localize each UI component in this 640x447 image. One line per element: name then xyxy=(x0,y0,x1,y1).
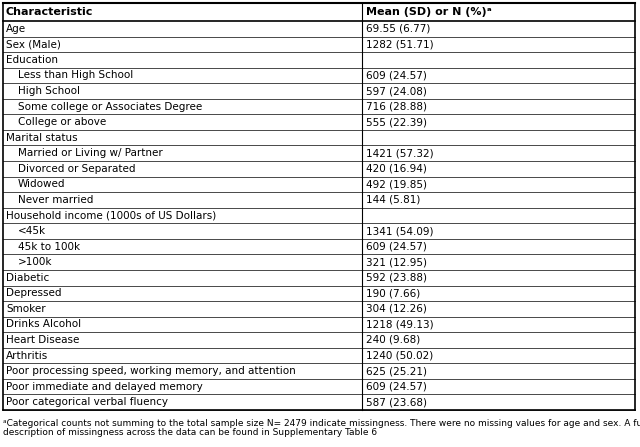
Text: Less than High School: Less than High School xyxy=(18,71,133,80)
Text: Never married: Never married xyxy=(18,195,93,205)
Text: Heart Disease: Heart Disease xyxy=(6,335,79,345)
Text: description of missingness across the data can be found in Supplementary Table 6: description of missingness across the da… xyxy=(3,428,377,437)
Text: 1240 (50.02): 1240 (50.02) xyxy=(366,350,433,361)
Text: Drinks Alcohol: Drinks Alcohol xyxy=(6,320,81,329)
Text: Age: Age xyxy=(6,24,26,34)
Text: Mean (SD) or N (%)ᵃ: Mean (SD) or N (%)ᵃ xyxy=(366,7,492,17)
Text: Sex (Male): Sex (Male) xyxy=(6,39,61,49)
Text: 240 (9.68): 240 (9.68) xyxy=(366,335,420,345)
Text: 69.55 (6.77): 69.55 (6.77) xyxy=(366,24,430,34)
Text: 609 (24.57): 609 (24.57) xyxy=(366,242,427,252)
Text: <45k: <45k xyxy=(18,226,46,236)
Text: 609 (24.57): 609 (24.57) xyxy=(366,71,427,80)
Text: 492 (19.85): 492 (19.85) xyxy=(366,179,427,190)
Text: 1282 (51.71): 1282 (51.71) xyxy=(366,39,434,49)
Text: Diabetic: Diabetic xyxy=(6,273,49,283)
Text: 1421 (57.32): 1421 (57.32) xyxy=(366,148,434,158)
Text: Some college or Associates Degree: Some college or Associates Degree xyxy=(18,101,202,112)
Text: >100k: >100k xyxy=(18,257,52,267)
Text: 625 (25.21): 625 (25.21) xyxy=(366,366,427,376)
Text: 45k to 100k: 45k to 100k xyxy=(18,242,80,252)
Text: ᵃCategorical counts not summing to the total sample size N= 2479 indicate missin: ᵃCategorical counts not summing to the t… xyxy=(3,419,640,428)
Text: 716 (28.88): 716 (28.88) xyxy=(366,101,427,112)
Text: Smoker: Smoker xyxy=(6,304,45,314)
Text: Household income (1000s of US Dollars): Household income (1000s of US Dollars) xyxy=(6,211,216,220)
Text: High School: High School xyxy=(18,86,80,96)
Text: 304 (12.26): 304 (12.26) xyxy=(366,304,427,314)
Text: 597 (24.08): 597 (24.08) xyxy=(366,86,427,96)
Text: Poor categorical verbal fluency: Poor categorical verbal fluency xyxy=(6,397,168,407)
Text: 587 (23.68): 587 (23.68) xyxy=(366,397,427,407)
Text: College or above: College or above xyxy=(18,117,106,127)
Text: Married or Living w/ Partner: Married or Living w/ Partner xyxy=(18,148,163,158)
Text: 144 (5.81): 144 (5.81) xyxy=(366,195,420,205)
Text: Poor processing speed, working memory, and attention: Poor processing speed, working memory, a… xyxy=(6,366,296,376)
Text: Depressed: Depressed xyxy=(6,288,61,298)
Text: Marital status: Marital status xyxy=(6,133,77,143)
Text: 592 (23.88): 592 (23.88) xyxy=(366,273,427,283)
Text: Poor immediate and delayed memory: Poor immediate and delayed memory xyxy=(6,382,203,392)
Text: 1341 (54.09): 1341 (54.09) xyxy=(366,226,433,236)
Text: 609 (24.57): 609 (24.57) xyxy=(366,382,427,392)
Text: 555 (22.39): 555 (22.39) xyxy=(366,117,427,127)
Text: Widowed: Widowed xyxy=(18,179,65,190)
Text: Characteristic: Characteristic xyxy=(6,7,93,17)
Text: Education: Education xyxy=(6,55,58,65)
Text: 420 (16.94): 420 (16.94) xyxy=(366,164,427,174)
Text: Arthritis: Arthritis xyxy=(6,350,48,361)
Text: 321 (12.95): 321 (12.95) xyxy=(366,257,427,267)
Text: 190 (7.66): 190 (7.66) xyxy=(366,288,420,298)
Text: Divorced or Separated: Divorced or Separated xyxy=(18,164,136,174)
Text: 1218 (49.13): 1218 (49.13) xyxy=(366,320,434,329)
